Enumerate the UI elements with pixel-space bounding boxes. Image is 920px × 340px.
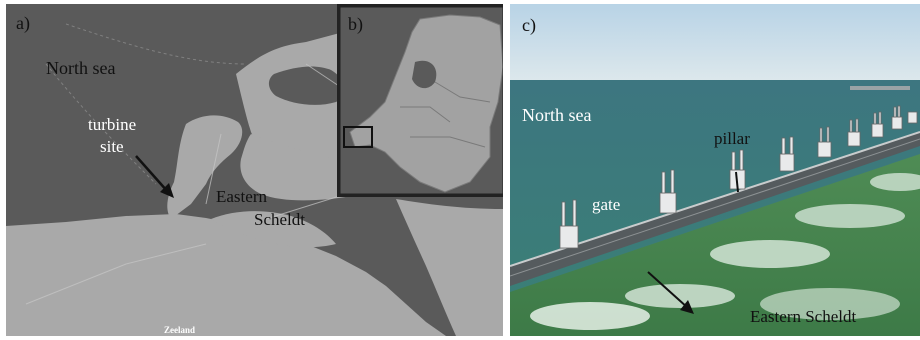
zeeland-marker-box (343, 126, 373, 148)
gate-label: gate (592, 195, 621, 214)
sky (510, 4, 920, 82)
flow-arrowhead (680, 300, 694, 314)
netherlands-land (349, 14, 503, 193)
pillar-label: pillar (714, 129, 750, 148)
panel-b-inset-map: b) (337, 4, 503, 197)
ijsselmeer-water (412, 60, 437, 89)
brabant-land (396, 199, 503, 336)
walcheren-land (167, 115, 243, 219)
north-sea-label: North sea (46, 58, 116, 78)
panel-b-letter: b) (348, 14, 363, 34)
netherlands-map (340, 7, 503, 194)
panel-c-photo: c) North sea pillar gate Eastern Scheldt (510, 4, 920, 336)
north-sea-photo-label: North sea (522, 105, 592, 125)
turbine-label: turbine (88, 115, 137, 134)
barrier-photo (510, 4, 920, 336)
noord-beveland-land (211, 211, 336, 248)
panel-c-letter: c) (522, 15, 536, 35)
eastern-scheldt-photo-label: Eastern Scheldt (750, 307, 857, 326)
pillar-pointer (735, 171, 739, 193)
zeeland-label: Zeeland (164, 325, 196, 335)
flow-arrow (647, 271, 689, 309)
turbine-arrowhead (160, 183, 174, 198)
zeeuws-vlaanderen-land (6, 214, 446, 336)
panel-a-letter: a) (16, 13, 30, 33)
turbine-arrow (135, 155, 169, 193)
site-label: site (100, 137, 124, 156)
maritime-boundary (45, 23, 247, 185)
grevelingen-water (268, 66, 346, 105)
eastern-label: Eastern (216, 187, 267, 206)
scheldt-label: Scheldt (254, 210, 305, 229)
panel-a-map: a) North sea turbine site Eastern Scheld… (6, 4, 503, 336)
barrier-dam (510, 132, 920, 286)
